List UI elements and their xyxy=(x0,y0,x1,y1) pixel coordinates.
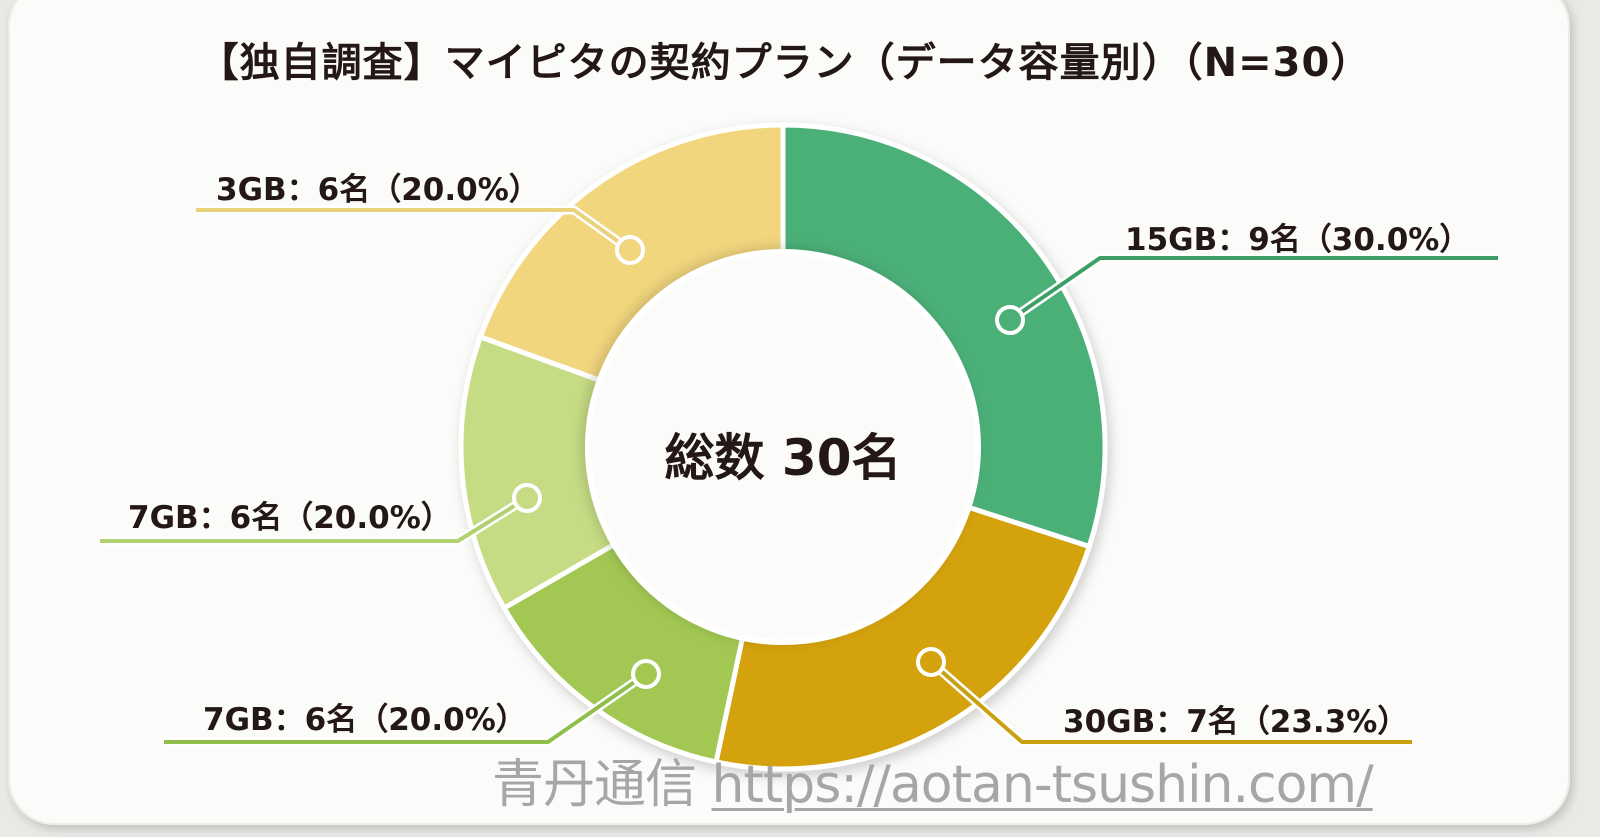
label-7gb-lower: 7GB：6名（20.0%） xyxy=(203,702,527,738)
leader-line-gb7_upper xyxy=(100,496,529,543)
leader-dot-gb7_upper xyxy=(512,483,542,513)
leader-line-gb7_lower xyxy=(164,672,648,744)
leader-dot-gb7_lower xyxy=(631,659,661,689)
leader-dot-gb3 xyxy=(615,235,645,265)
watermark-name: 青丹通信 xyxy=(492,755,697,815)
leader-line-gb30 xyxy=(929,660,1412,744)
label-3gb: 3GB：6名（20.0%） xyxy=(216,172,540,208)
label-7gb-upper: 7GB：6名（20.0%） xyxy=(128,500,452,536)
label-15gb: 15GB：9名（30.0%） xyxy=(1125,222,1471,258)
watermark: 青丹通信 https://aotan-tsushin.com/ xyxy=(492,742,1374,817)
leader-line-gb3 xyxy=(196,208,632,252)
total-count-label: 総数 30名 xyxy=(664,429,902,487)
chart-title: 【独自調査】マイピタの契約プラン（データ容量別）（N=30） xyxy=(198,40,1372,86)
donut-hole xyxy=(585,249,981,645)
leader-line-gb15 xyxy=(1008,256,1498,322)
leader-dot-gb30 xyxy=(916,647,946,677)
leader-dot-gb15 xyxy=(995,305,1025,335)
label-30gb: 30GB：7名（23.3%） xyxy=(1063,704,1409,740)
watermark-url[interactable]: https://aotan-tsushin.com/ xyxy=(711,755,1374,815)
